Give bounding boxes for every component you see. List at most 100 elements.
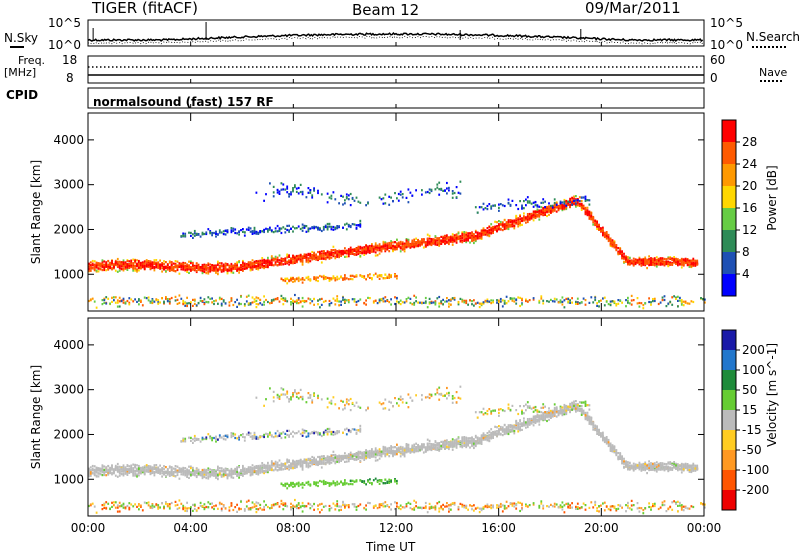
power-cell xyxy=(236,269,238,272)
power-cell xyxy=(116,270,119,273)
power-cell xyxy=(378,301,381,304)
velocity-cell xyxy=(217,507,219,510)
power-cell xyxy=(228,264,231,267)
power-cell xyxy=(324,258,327,261)
power-cell xyxy=(286,185,289,188)
power-cell xyxy=(263,228,265,231)
power-cell xyxy=(151,301,154,305)
power-cell xyxy=(128,303,131,306)
power-cell xyxy=(122,267,125,270)
power-cell xyxy=(511,199,514,202)
power-cell xyxy=(195,232,198,236)
power-cell xyxy=(265,193,267,196)
power-cell xyxy=(463,239,466,242)
power-cell xyxy=(677,299,679,302)
power-cell xyxy=(388,203,391,206)
power-cell xyxy=(330,194,333,197)
velocity-cell xyxy=(263,466,265,470)
power-cell xyxy=(195,262,198,265)
power-cell xyxy=(382,247,385,250)
velocity-cell xyxy=(166,505,169,508)
velocity-cell xyxy=(207,477,210,480)
velocity-cell xyxy=(211,506,213,509)
power-cell xyxy=(428,242,431,245)
power-cell xyxy=(482,232,485,235)
power-cell xyxy=(461,239,464,242)
power-cell xyxy=(565,203,568,206)
power-cell xyxy=(363,248,366,251)
velocity-cell xyxy=(120,470,123,473)
power-cell xyxy=(374,245,377,248)
velocity-cell xyxy=(230,504,233,507)
power-cell xyxy=(140,266,142,269)
power-cell xyxy=(161,263,163,266)
velocity-cell xyxy=(109,507,111,510)
power-cell xyxy=(336,251,339,254)
power-cell xyxy=(374,248,377,251)
power-cell xyxy=(319,250,321,253)
power-cell xyxy=(330,197,333,200)
velocity-cell xyxy=(203,473,206,476)
power-cell xyxy=(563,198,566,202)
power-cell xyxy=(132,267,135,270)
power-cell xyxy=(374,242,377,245)
power-cell xyxy=(253,226,256,229)
power-cell xyxy=(426,240,429,243)
velocity-cell xyxy=(192,503,194,506)
power-cell xyxy=(496,221,498,224)
power-cell xyxy=(609,238,612,241)
power-cell xyxy=(344,251,346,254)
power-cell xyxy=(238,233,240,236)
power-cell xyxy=(538,213,541,216)
power-cell xyxy=(403,242,406,245)
power-cell xyxy=(494,226,496,229)
velocity-cell xyxy=(145,502,148,505)
power-cell xyxy=(484,207,487,210)
velocity-cell xyxy=(132,471,135,474)
power-cell xyxy=(498,224,500,227)
velocity-cell xyxy=(193,503,196,506)
velocity-cell xyxy=(249,508,252,511)
power-cell xyxy=(440,241,443,244)
power-cell xyxy=(345,251,348,254)
power-cell xyxy=(270,256,273,259)
power-cell xyxy=(311,256,314,259)
power-cell xyxy=(176,298,179,301)
power-cell xyxy=(542,213,545,216)
power-cell xyxy=(380,274,383,277)
power-cell xyxy=(638,260,641,263)
power-cell xyxy=(195,265,198,268)
power-cell xyxy=(421,189,423,192)
velocity-cell xyxy=(107,502,110,505)
power-cell xyxy=(124,301,127,304)
velocity-cell xyxy=(228,472,231,475)
power-cell xyxy=(330,278,333,281)
power-cell xyxy=(118,263,121,266)
power-cell xyxy=(449,298,452,301)
power-cell xyxy=(413,243,416,246)
power-cell xyxy=(355,274,358,277)
nave-legend-line xyxy=(760,80,782,82)
power-cell xyxy=(166,263,169,266)
power-cell xyxy=(236,261,238,264)
velocity-cell xyxy=(224,434,227,437)
velocity-cell xyxy=(257,468,260,471)
power-cell xyxy=(394,241,396,244)
power-cell xyxy=(444,236,446,240)
power-cell xyxy=(609,304,612,307)
power-cell xyxy=(536,204,539,207)
power-cell xyxy=(163,260,165,263)
velocity-cell xyxy=(161,467,163,470)
power-cell xyxy=(588,203,591,206)
velocity-cell xyxy=(261,435,264,438)
power-cell xyxy=(490,207,493,210)
power-cell xyxy=(332,253,335,256)
velocity-cell xyxy=(101,469,104,472)
power-cell xyxy=(218,265,221,268)
power-cell xyxy=(261,303,264,306)
velocity-cell xyxy=(176,507,179,510)
power-cell xyxy=(107,259,110,263)
power-cell xyxy=(205,272,208,275)
power-cell xyxy=(526,216,529,219)
power-cell xyxy=(532,212,535,215)
